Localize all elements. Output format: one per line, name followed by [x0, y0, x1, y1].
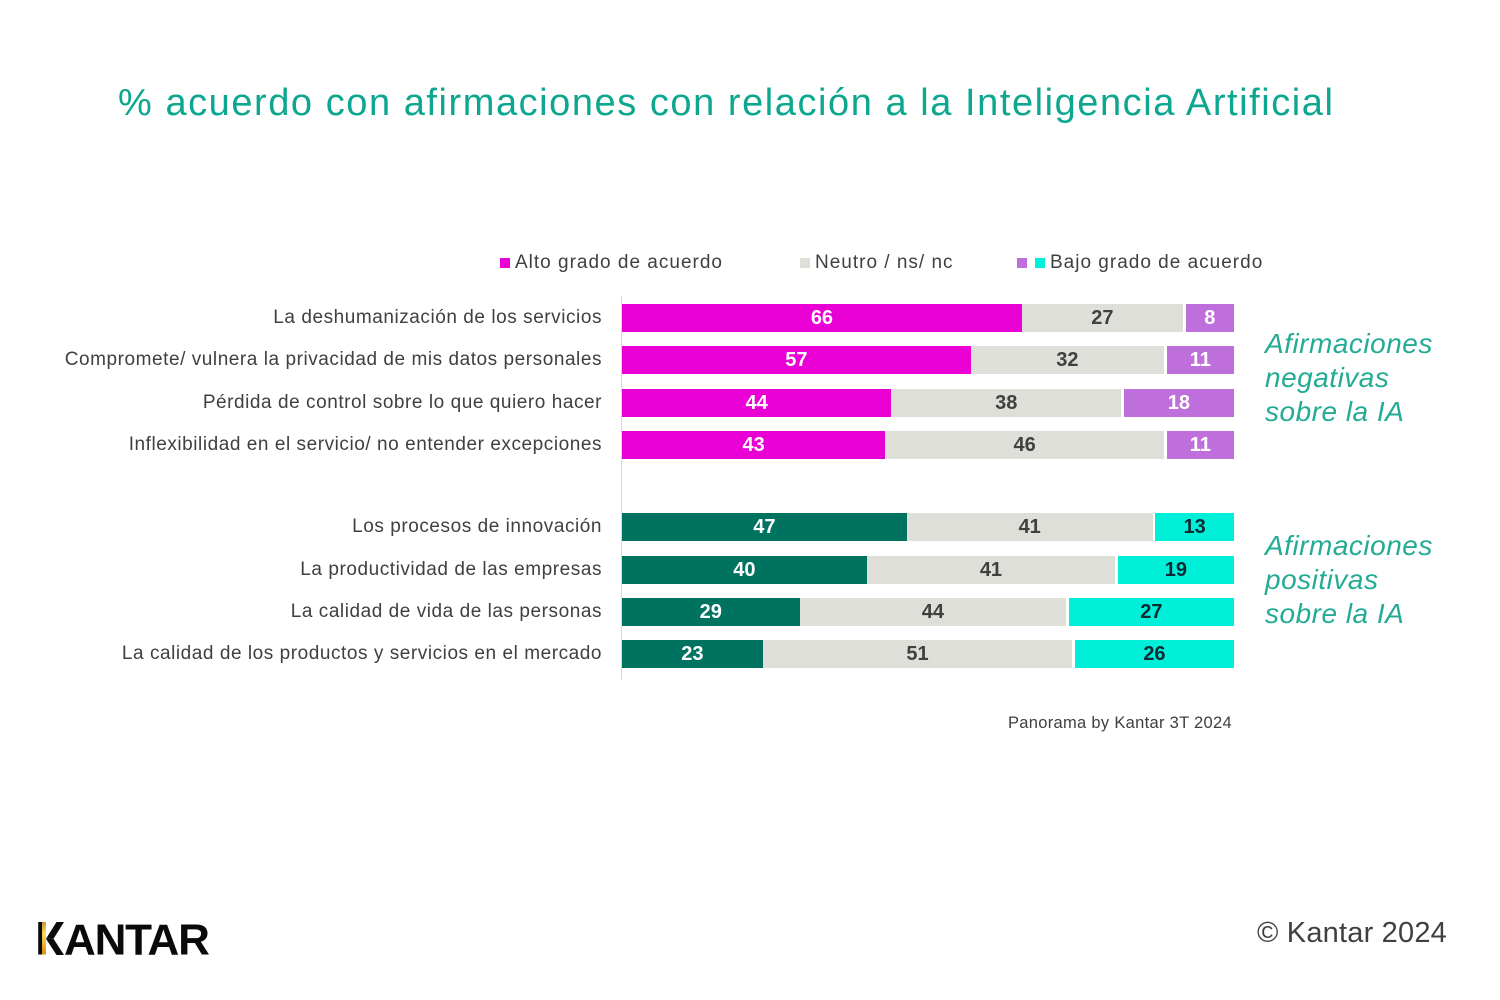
svg-text:ANTAR: ANTAR	[64, 918, 209, 960]
